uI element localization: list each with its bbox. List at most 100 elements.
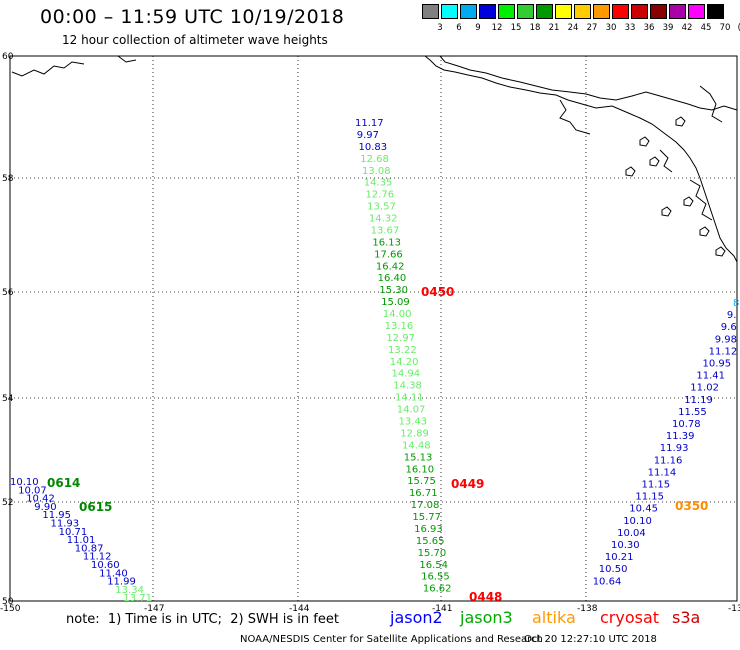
scale-swatch	[669, 4, 686, 19]
wave-height-value: 14.38	[393, 381, 422, 392]
wave-height-value: 13.34	[115, 585, 144, 596]
wave-height-value: 12.97	[386, 333, 415, 344]
legend-jason3: jason3	[460, 608, 513, 627]
coastline	[559, 99, 591, 135]
scale-label: 70	[719, 23, 731, 33]
scale-swatch	[498, 4, 515, 19]
scale-label: 9	[475, 23, 481, 33]
scale-swatch	[422, 4, 439, 19]
wave-height-value: 10.50	[599, 564, 628, 575]
island	[699, 226, 710, 237]
wave-height-value: 10.78	[672, 419, 701, 430]
wave-height-value: 15.30	[379, 285, 408, 296]
wave-height-value: 14.07	[397, 405, 426, 416]
generated-timestamp: Oct 20 12:27:10 UTC 2018	[524, 634, 657, 645]
wave-height-value: 15.77	[412, 512, 441, 523]
latitude-label: 52	[2, 498, 13, 508]
wave-height-value: 11.12	[83, 552, 112, 563]
wave-height-value: 10.10	[10, 477, 39, 488]
longitude-label: -144	[289, 604, 310, 614]
wave-height-value: 17.08	[411, 500, 440, 511]
wave-height-value: 10.60	[91, 560, 120, 571]
wave-height-value: 11.17	[355, 118, 384, 129]
scale-label: 42	[681, 23, 693, 33]
wave-height-value: 11.55	[678, 407, 707, 418]
scale-label: 12	[491, 23, 503, 33]
scale-label: 6	[456, 23, 462, 33]
scale-swatch	[612, 4, 629, 19]
pass-time-tag: 0450	[421, 285, 454, 299]
wave-height-value: 15.13	[404, 452, 433, 463]
wave-height-value: 11.02	[690, 383, 719, 394]
wave-height-value: 11.41	[696, 371, 725, 382]
wave-height-value: 13.08	[362, 166, 391, 177]
wave-height-value: 11.15	[642, 480, 671, 491]
wave-height-value: 15.65	[416, 536, 445, 547]
wave-height-value: 10.83	[358, 142, 387, 153]
scale-swatch	[555, 4, 572, 19]
coastline	[11, 61, 85, 77]
wave-height-value: 14.11	[395, 393, 424, 404]
wave-height-value: 10.45	[629, 504, 658, 515]
scale-swatch	[517, 4, 534, 19]
scale-label: (ft)	[735, 23, 740, 33]
wave-height-value: 10.64	[593, 576, 622, 587]
wave-height-value: 13.57	[367, 202, 396, 213]
wave-height-value: 16.62	[423, 584, 452, 595]
latitude-label: 60	[2, 52, 14, 62]
track-west: 10.1010.0710.429.9011.9511.9310.7111.011…	[10, 477, 152, 604]
pass-time-tag: 0615	[79, 500, 112, 514]
scale-swatch	[650, 4, 667, 19]
wave-height-value: 11.15	[635, 492, 664, 503]
wave-height-value: 16.13	[372, 237, 401, 248]
wave-height-value: 11.40	[99, 568, 128, 579]
wave-height-value: 16.71	[409, 488, 438, 499]
legend-s3a: s3a	[672, 608, 701, 627]
wave-height-value: 17.66	[374, 249, 403, 260]
wave-height-value: 11.95	[42, 510, 71, 521]
island	[625, 166, 636, 177]
scale-swatch	[593, 4, 610, 19]
credit-line: NOAA/NESDIS Center for Satellite Applica…	[240, 634, 543, 645]
wave-height-value: 11.12	[709, 346, 738, 357]
wave-height-value: 11.93	[660, 443, 689, 454]
coastline	[699, 85, 723, 123]
scale-label: 33	[624, 23, 636, 33]
wave-height-value: 11.01	[67, 535, 96, 546]
longitude-label: -138	[577, 604, 598, 614]
wave-height-value: 14.48	[402, 440, 431, 451]
pass-time-tag: 0614	[47, 476, 80, 490]
wave-height-value: 13.22	[388, 345, 417, 356]
scale-label: 18	[529, 23, 541, 33]
pass-time-tag: 0350	[675, 499, 708, 513]
wave-height-value: 16.54	[419, 560, 448, 571]
units-note: note: 1) Time is in UTC; 2) SWH is in fe…	[66, 612, 339, 627]
latitude-label: 56	[2, 288, 14, 298]
island	[649, 156, 660, 167]
wave-height-value: 14.20	[390, 357, 419, 368]
map-subtitle: 12 hour collection of altimeter wave hei…	[62, 33, 328, 47]
latitude-label: 50	[2, 597, 14, 607]
scale-label: 21	[548, 23, 560, 33]
island	[639, 136, 650, 147]
wave-height-value: 11.39	[666, 431, 695, 442]
coastline	[117, 55, 137, 63]
wave-height-value: 15.09	[381, 297, 410, 308]
wave-height-value: 16.10	[405, 464, 434, 475]
wave-height-value: 16.93	[414, 524, 443, 535]
latitude-label: 58	[2, 174, 14, 184]
legend-cryosat: cryosat	[600, 608, 660, 627]
scale-swatch	[707, 4, 724, 19]
wave-height-value: 12.89	[400, 428, 429, 439]
wave-height-value: 11.93	[51, 519, 80, 530]
wave-height-value: 10.10	[623, 516, 652, 527]
wave-height-value: 10.42	[26, 494, 55, 505]
wave-height-value: 9.98	[715, 334, 737, 345]
wave-height-value: 10.04	[617, 528, 646, 539]
scale-swatch	[441, 4, 458, 19]
legend-altika: altika	[532, 608, 576, 627]
wave-height-value: 12.68	[360, 154, 389, 165]
scale-label: 24	[567, 23, 579, 33]
